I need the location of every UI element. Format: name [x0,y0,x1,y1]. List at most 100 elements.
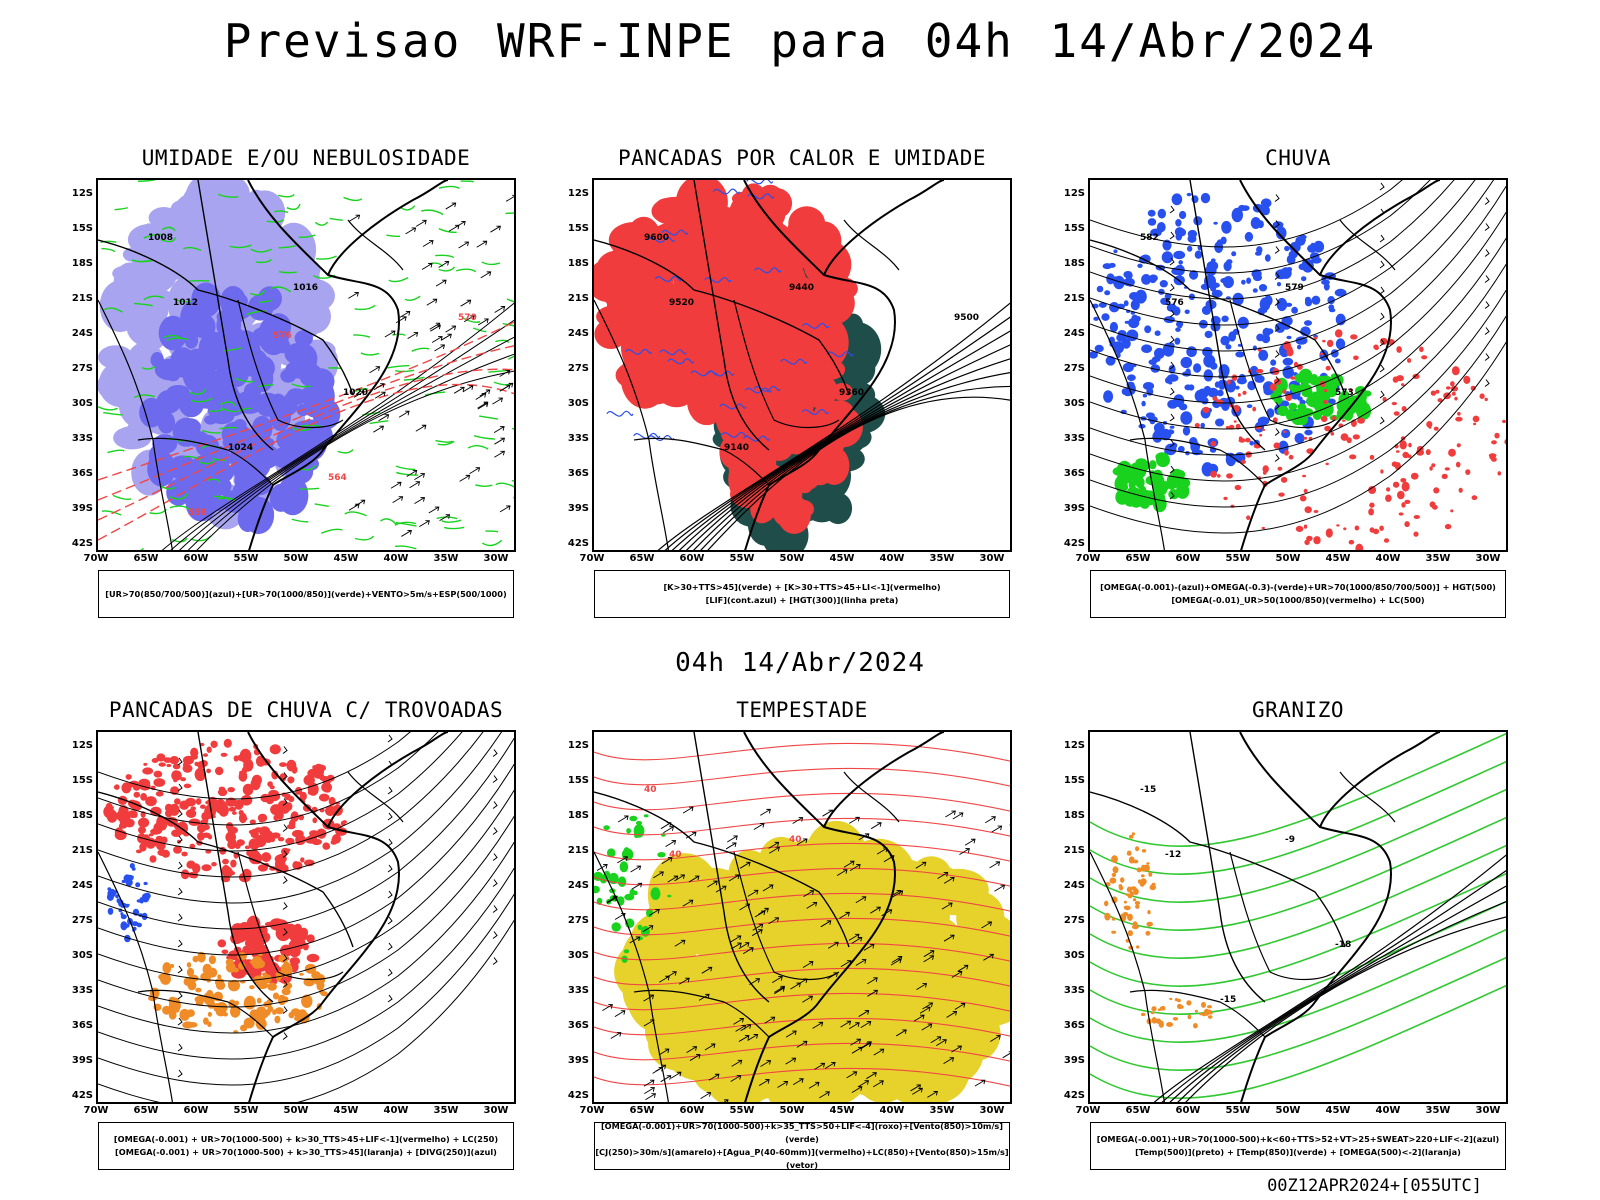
contour-labels: 582 576 579 573 [1140,233,1354,398]
latitude-tick-label: 21S [1063,845,1085,856]
longitude-tick-label: 50W [1275,553,1301,564]
wind-streamlines [1090,180,1506,534]
latitude-tick-label: 12S [567,740,589,751]
map-pancadas-calor: 9600 9520 9440 9360 9140 9500 [592,178,1012,552]
latitude-tick-label: 24S [567,328,589,339]
longitude-tick-label: 60W [183,553,209,564]
contour-labels: 1008 1012 1016 1020 1024 570 576 564 558 [148,233,477,518]
latitude-tick-label: 39S [71,1055,93,1066]
longitude-tick-label: 65W [133,553,159,564]
latitude-tick-label: 18S [71,810,93,821]
contour-value-label: -12 [1165,850,1181,860]
vertical-motion-area [1090,192,1347,477]
latitude-tick-label: 15S [71,775,93,786]
contour-value-label: 576 [273,331,292,341]
map-tempestade: 40 40 40 [592,730,1012,1104]
latitude-tick-label: 27S [1063,363,1085,374]
longitude-tick-label: 45W [333,1105,359,1116]
latitude-tick-label: 36S [567,1020,589,1031]
longitude-tick-label: 55W [729,1105,755,1116]
longitude-tick-label: 30W [483,553,509,564]
latitude-tick-label: 33S [567,985,589,996]
forecast-time-label: 04h 14/Abr/2024 [675,648,925,678]
latitude-tick-label: 30S [71,398,93,409]
longitude-tick-label: 70W [83,1105,109,1116]
latitude-tick-label: 30S [1063,950,1085,961]
latitude-tick-label: 24S [71,880,93,891]
latitude-tick-label: 39S [1063,1055,1085,1066]
thickness-contours [98,321,514,541]
latitude-tick-label: 18S [567,258,589,269]
panel-title-trovoadas: PANCADAS DE CHUVA C/ TROVOADAS [108,698,504,722]
latitude-tick-label: 27S [71,915,93,926]
contour-value-label: 9500 [954,313,979,323]
latitude-tick-label: 18S [1063,810,1085,821]
legend-line: [Temp(500)](preto) + [Temp(850)](verde) … [1135,1147,1461,1157]
contour-value-label: -15 [1140,785,1156,795]
page-title: Previsao WRF-INPE para 04h 14/Abr/2024 [223,14,1377,68]
latitude-tick-label: 18S [1063,258,1085,269]
precipitable-water-contours [594,742,1010,1087]
longitude-tick-label: 45W [829,1105,855,1116]
geopotential-height-contours [657,302,1010,550]
longitude-tick-label: 35W [1425,1105,1451,1116]
strong-vertical-motion-area [1270,368,1372,426]
longitude-tick-label: 35W [1425,553,1451,564]
longitude-tick-label: 60W [183,1105,209,1116]
contour-value-label: 1008 [148,233,173,243]
longitude-tick-label: 30W [1475,553,1501,564]
latitude-tick-label: 36S [567,468,589,479]
latitude-tick-label: 21S [71,293,93,304]
latitude-tick-label: 12S [567,188,589,199]
longitude-tick-label: 65W [629,553,655,564]
map-trovoadas [96,730,516,1104]
contour-value-label: -9 [1285,835,1295,845]
latitude-tick-label: 42S [1063,1090,1085,1101]
latitude-tick-label: 15S [1063,775,1085,786]
longitude-tick-label: 55W [233,1105,259,1116]
latitude-tick-label: 39S [1063,503,1085,514]
contour-value-label: 40 [789,835,802,845]
wind-vectors [348,194,514,537]
longitude-tick-label: 65W [1125,553,1151,564]
panel-title-umidade: UMIDADE E/OU NEBULOSIDADE [141,146,471,170]
latitude-tick-label: 33S [71,985,93,996]
longitude-tick-label: 55W [1225,553,1251,564]
latitude-tick-label: 12S [71,188,93,199]
longitude-tick-label: 40W [1375,553,1401,564]
latitude-tick-label: 39S [567,1055,589,1066]
map-chuva: 582 576 579 573 [1088,178,1508,552]
legend-line: [UR>70(850/700/500)](azul)+[UR>70(1000/8… [105,588,507,599]
latitude-tick-label: 42S [71,1090,93,1101]
legend-line: [OMEGA(-0.001) + UR>70(1000-500) + k>30_… [113,1134,499,1144]
longitude-tick-label: 45W [333,553,359,564]
longitude-tick-label: 35W [929,1105,955,1116]
contour-value-label: 582 [1140,233,1159,243]
latitude-tick-label: 24S [71,328,93,339]
latitude-tick-label: 36S [1063,468,1085,479]
legend-line: [OMEGA(-0.001)+UR>70(1000-500)+k<60+TTS>… [1096,1134,1500,1144]
legend-line: [OMEGA(-0.001) + UR>70(1000-500) + k>30_… [115,1147,497,1157]
latitude-tick-label: 18S [71,258,93,269]
latitude-tick-label: 24S [1063,880,1085,891]
map-umidade: 1008 1012 1016 1020 1024 570 576 564 558 [96,178,516,552]
legend-line: [OMEGA(-0.01)_UR>50(1000/850)(vermelho) … [1171,595,1425,605]
contour-value-label: 9600 [644,233,669,243]
legend-line: [LIF](cont.azul) + [HGT(300)](linha pret… [705,595,899,605]
longitude-tick-label: 35W [433,1105,459,1116]
legend-granizo: [OMEGA(-0.001)+UR>70(1000-500)+k<60+TTS>… [1090,1122,1506,1170]
longitude-tick-label: 35W [929,553,955,564]
contour-value-label: 40 [644,785,657,795]
low-level-wind-area [594,814,672,963]
legend-chuva: [OMEGA(-0.001)-(azul)+OMEGA(-0.3)-(verde… [1090,570,1506,618]
contour-value-label: -18 [1335,940,1351,950]
legend-line: [OMEGA(-0.001)-(azul)+OMEGA(-0.3)-(verde… [1100,582,1496,592]
wind-vectors [596,806,1010,1102]
latitude-tick-label: 36S [71,1020,93,1031]
latitude-tick-label: 30S [71,950,93,961]
longitude-tick-label: 40W [1375,1105,1401,1116]
latitude-tick-label: 12S [1063,188,1085,199]
latitude-tick-label: 24S [1063,328,1085,339]
latitude-tick-label: 36S [1063,1020,1085,1031]
longitude-tick-label: 35W [433,553,459,564]
